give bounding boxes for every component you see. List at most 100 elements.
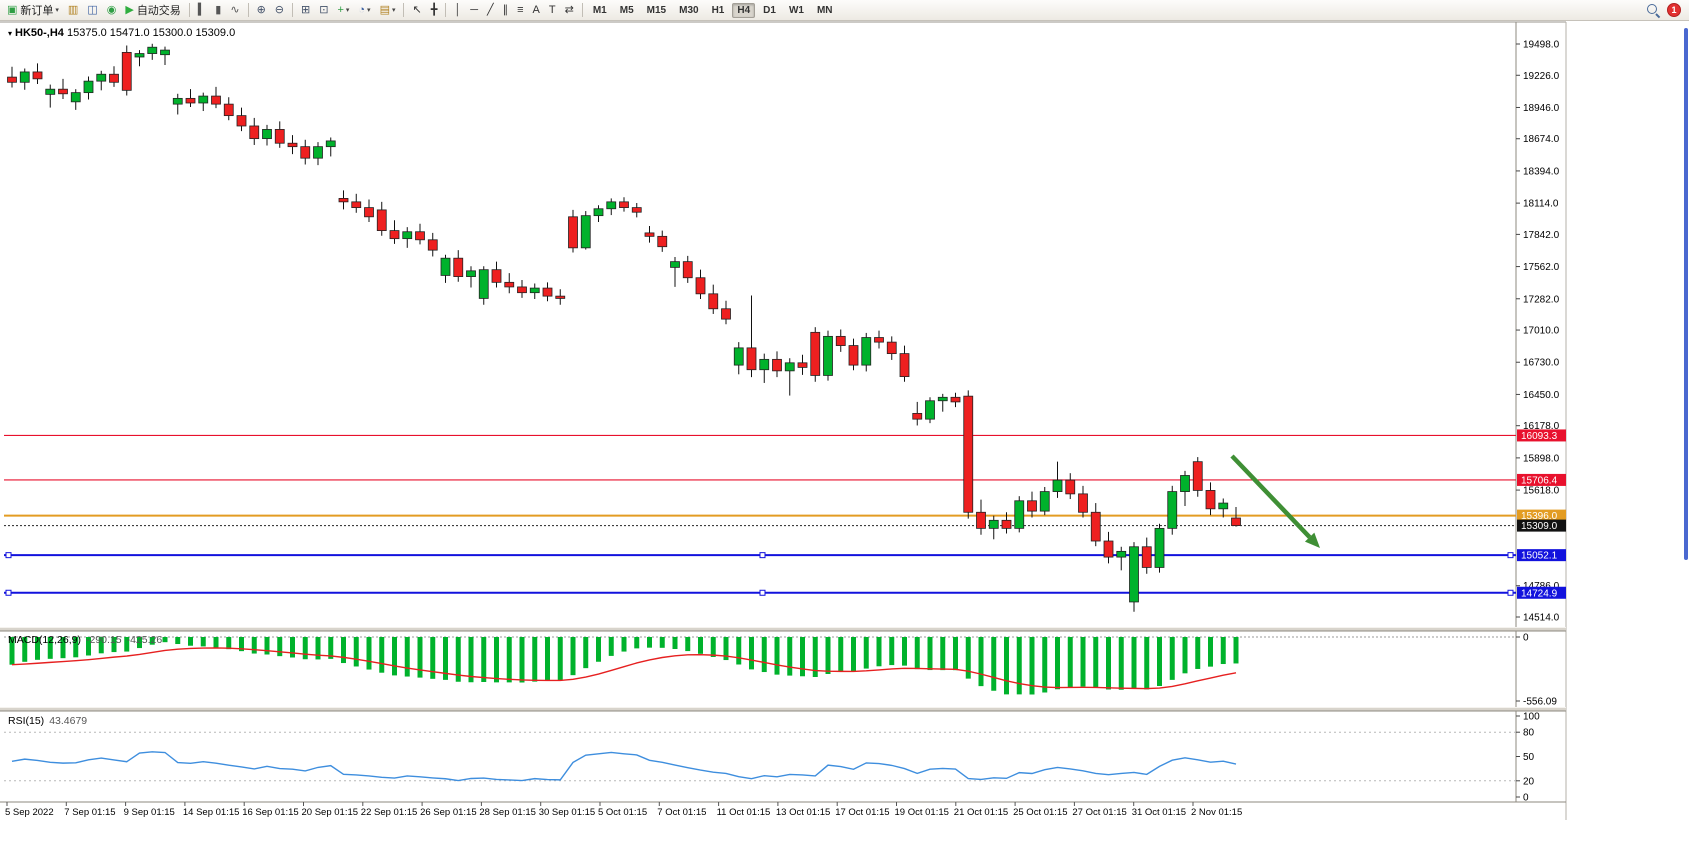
candle	[1103, 531, 1114, 564]
rsi-level-label: 50	[1523, 752, 1535, 763]
new-order-icon: ▣	[7, 3, 18, 16]
line-handle[interactable]	[1507, 552, 1514, 559]
rsi-pane-splitter[interactable]	[0, 707, 1566, 712]
toolbar-separator	[188, 3, 190, 17]
dropdown-arrow-icon: ▾	[55, 7, 59, 14]
vertical-scrollbar[interactable]	[1684, 28, 1688, 560]
templates-button[interactable]: ▤ ▾	[376, 2, 400, 19]
vertical-line-icon: │	[454, 3, 462, 16]
autotrading-button-label: 自动交易	[136, 5, 181, 17]
candle	[262, 124, 272, 146]
autotrading-button[interactable]: ▶ 自动交易	[121, 2, 184, 19]
rsi-level-label: 0	[1523, 793, 1529, 804]
profiles-button[interactable]: ◫	[83, 2, 101, 19]
candle	[1014, 496, 1025, 533]
date-label: 9 Sep 01:15	[124, 807, 175, 818]
line-handle[interactable]	[1507, 589, 1514, 596]
trend-arrow[interactable]	[1230, 454, 1320, 548]
candle	[988, 515, 999, 540]
candle	[529, 283, 540, 300]
candle	[542, 282, 553, 302]
fibonacci-button[interactable]: ≡	[513, 2, 527, 19]
macd-pane-splitter[interactable]	[0, 627, 1566, 632]
svg-text:14724.9: 14724.9	[1521, 588, 1558, 599]
candle	[797, 354, 808, 375]
price-tick: 17842.0	[1523, 230, 1560, 241]
line-handle[interactable]	[5, 589, 12, 596]
timeframe-h1[interactable]: H1	[711, 4, 725, 16]
label-button[interactable]: T	[545, 2, 560, 19]
candle	[606, 198, 617, 216]
date-label: 27 Oct 01:15	[1072, 807, 1126, 818]
crosshair-button[interactable]: ╋	[427, 2, 442, 19]
timeframe-mn[interactable]: MN	[816, 4, 833, 16]
date-label: 14 Sep 01:15	[183, 807, 240, 818]
line-handle[interactable]	[759, 552, 766, 559]
candle	[32, 63, 43, 85]
timeframe-d1[interactable]: D1	[763, 4, 776, 16]
timeframe-h4[interactable]: H4	[732, 2, 756, 18]
candle	[351, 193, 362, 213]
candle	[759, 353, 770, 383]
price-tick: 19498.0	[1523, 40, 1560, 51]
zoom-in-button[interactable]: ⊕	[253, 2, 270, 19]
bar-chart-icon: ▍	[197, 3, 207, 16]
candle	[937, 393, 948, 412]
timeframe-m5[interactable]: M5	[619, 4, 634, 16]
chart-window-button[interactable]: ▥	[64, 2, 82, 19]
periods-button[interactable]: ◔ ▾	[354, 2, 374, 19]
notification-badge[interactable]: 1	[1667, 3, 1681, 17]
line-handle[interactable]	[759, 589, 766, 596]
candle	[1154, 523, 1165, 573]
timeframe-w1[interactable]: W1	[788, 4, 804, 16]
candle	[402, 227, 413, 248]
candle	[1231, 506, 1241, 527]
candle	[415, 223, 425, 245]
candle	[185, 89, 196, 108]
candle	[1167, 485, 1178, 535]
cascade-windows-button[interactable]: ⊡	[315, 2, 332, 19]
candle	[504, 273, 515, 294]
support-line-14724[interactable]	[4, 589, 1516, 596]
search-icon[interactable]	[1646, 3, 1660, 17]
candle	[886, 336, 897, 360]
timeframe-m15[interactable]: M15	[646, 4, 667, 16]
text-button[interactable]: A	[529, 2, 544, 19]
candle	[682, 255, 693, 283]
sounds-button[interactable]: ◉	[103, 2, 121, 19]
timeframe-m1[interactable]: M1	[592, 4, 607, 16]
arrows-button[interactable]: ⇄	[561, 2, 578, 19]
candle	[160, 46, 170, 66]
fibonacci-icon: ≡	[517, 3, 524, 16]
resistance-line-15706-label: 15706.4	[1517, 473, 1566, 486]
cursor-button[interactable]: ↖	[408, 2, 425, 19]
line-handle[interactable]	[5, 552, 12, 559]
candle	[466, 266, 476, 288]
templates-icon: ▤	[379, 3, 390, 16]
svg-text:15706.4: 15706.4	[1521, 475, 1558, 486]
channel-button[interactable]: ∥	[499, 2, 513, 19]
line-chart-button[interactable]: ∿	[226, 2, 243, 19]
candlestick-chart-button[interactable]: ▮	[211, 2, 225, 19]
date-label: 21 Oct 01:15	[954, 807, 1008, 818]
zoom-out-button[interactable]: ⊖	[271, 2, 288, 19]
date-label: 19 Oct 01:15	[895, 807, 949, 818]
toolbar-separator	[292, 3, 293, 17]
horizontal-line-button[interactable]: ─	[466, 2, 482, 19]
vertical-line-button[interactable]: │	[450, 2, 465, 19]
new-order-button-label: 新订单	[20, 5, 54, 17]
tile-windows-button[interactable]: ⊞	[297, 2, 314, 19]
candle	[7, 66, 17, 88]
bar-chart-button[interactable]: ▍	[194, 2, 210, 19]
toolbar: ▣ 新订单 ▾ ▥ ◫ ◉ ▶ 自动交易 ▍ ▮ ∿ ⊕ ⊖ ⊞ ⊡ + ▾ ◔ ▾ ▤ ▾ ↖ ╋ │ ─ ╱ ∥ ≡ A T ⇄ M1 M5…	[0, 0, 1689, 21]
indicators-button[interactable]: + ▾	[333, 2, 353, 19]
new-order-button[interactable]: ▣ 新订单 ▾	[3, 2, 63, 19]
candle	[657, 230, 668, 252]
timeframe-m30[interactable]: M30	[679, 4, 699, 16]
cascade-windows-icon: ⊡	[319, 3, 329, 16]
support-line-15052[interactable]	[4, 552, 1516, 559]
candle	[223, 97, 234, 121]
trendline-button[interactable]: ╱	[483, 2, 498, 19]
candle	[376, 201, 387, 236]
